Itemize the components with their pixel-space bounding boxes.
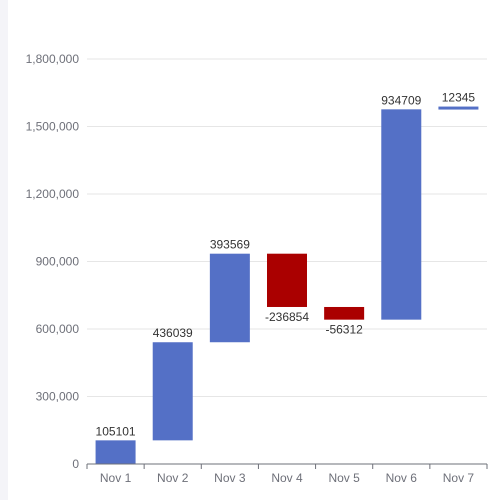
data-label: 393569 — [210, 238, 250, 252]
y-tick-label: 1,500,000 — [26, 120, 80, 134]
x-tick-label: Nov 2 — [157, 471, 189, 485]
x-tick-label: Nov 4 — [271, 471, 303, 485]
y-tick-label: 600,000 — [36, 322, 80, 336]
x-tick-label: Nov 1 — [100, 471, 132, 485]
x-tick-label: Nov 7 — [443, 471, 475, 485]
y-tick-label: 1,800,000 — [26, 52, 80, 66]
data-label: 934709 — [381, 93, 421, 107]
data-label: 105101 — [96, 424, 136, 438]
waterfall-bar[interactable] — [152, 342, 193, 441]
waterfall-bar[interactable] — [95, 440, 136, 464]
data-label: -236854 — [265, 310, 309, 324]
waterfall-bar[interactable] — [381, 109, 422, 320]
x-tick-label: Nov 6 — [386, 471, 418, 485]
waterfall-bar[interactable] — [267, 253, 307, 307]
waterfall-bar[interactable] — [324, 306, 365, 320]
data-label: -56312 — [325, 323, 363, 337]
data-label: 12345 — [442, 91, 476, 105]
waterfall-bar[interactable] — [209, 253, 250, 343]
y-tick-label: 0 — [72, 457, 79, 471]
x-tick-label: Nov 5 — [328, 471, 360, 485]
y-tick-label: 1,200,000 — [26, 187, 80, 201]
waterfall-bar[interactable] — [438, 106, 479, 110]
y-tick-label: 900,000 — [36, 255, 80, 269]
data-label: 436039 — [153, 326, 193, 340]
x-tick-label: Nov 3 — [214, 471, 246, 485]
y-tick-label: 300,000 — [36, 390, 80, 404]
